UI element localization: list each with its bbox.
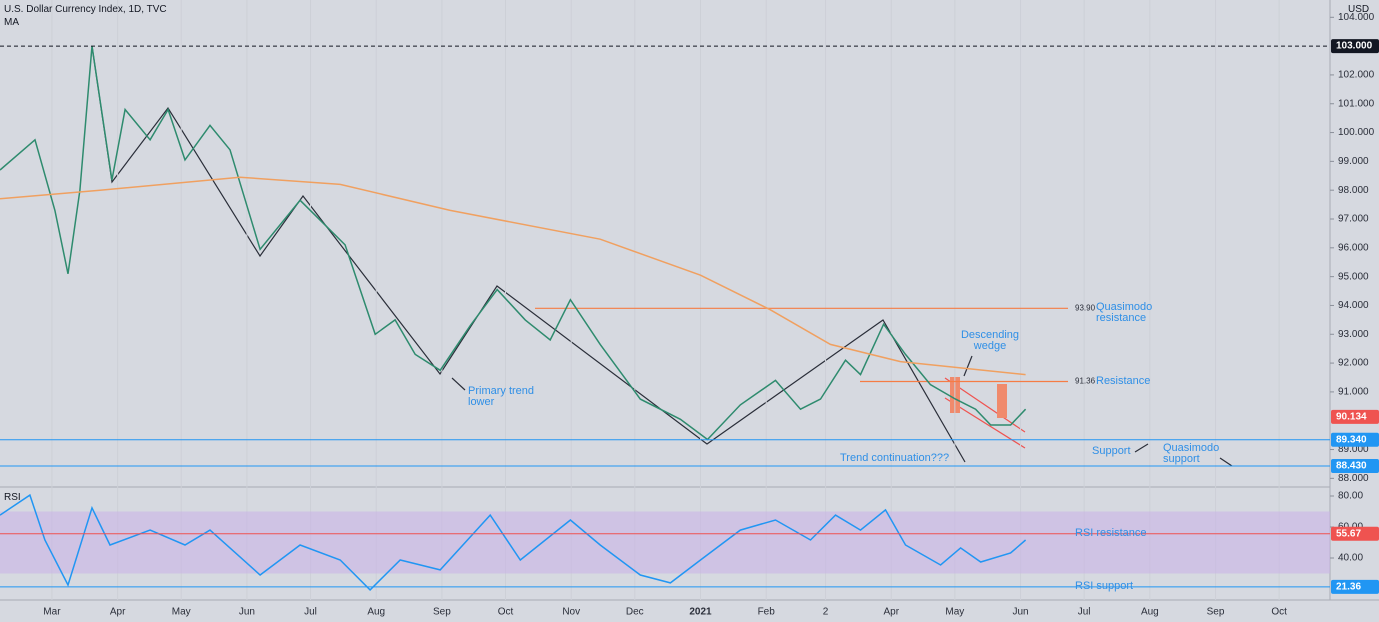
level-note: Resistance [1096, 374, 1151, 387]
x-tick-label: Mar [43, 607, 61, 618]
arrow [963, 355, 973, 377]
price-badge [1331, 526, 1379, 541]
price-badge-label: 89.340 [1336, 434, 1367, 445]
y-tick-label: 94.000 [1338, 300, 1369, 311]
price-badge-label: 103.000 [1336, 41, 1373, 52]
x-tick-label: Apr [110, 607, 126, 618]
x-tick-label: May [172, 607, 191, 618]
x-tick-label: Dec [626, 607, 644, 618]
series-line [0, 493, 1027, 591]
annotation: Descending wedge [960, 329, 1020, 352]
zone-label: 93.90 [1075, 303, 1096, 312]
level-note: RSI support [1075, 579, 1134, 592]
x-tick-label: Aug [367, 607, 385, 618]
y-tick-label: 91.000 [1338, 387, 1369, 398]
y-tick-label: 98.000 [1338, 185, 1369, 196]
x-tick-label: Oct [1271, 607, 1287, 618]
x-tick-label: Jul [304, 607, 317, 618]
x-tick-label: Aug [1141, 607, 1159, 618]
level-note: Quasimodo resistance [1096, 301, 1153, 325]
y-tick-label: 92.000 [1338, 358, 1369, 369]
x-tick-label: Jul [1078, 607, 1091, 618]
y-tick-label: 40.00 [1338, 553, 1363, 564]
arrow [1134, 443, 1149, 453]
y-tick-label: 95.000 [1338, 271, 1369, 282]
wedge-box [997, 384, 1007, 418]
annotation: Trend continuation??? [840, 452, 950, 464]
x-tick-label: May [945, 607, 964, 618]
drawings [91, 45, 1233, 467]
x-tick-label: Nov [562, 607, 580, 618]
price-badge [1331, 409, 1379, 424]
price-badge [1331, 579, 1379, 594]
y-tick-label: 104.000 [1338, 12, 1375, 23]
arrow [1219, 457, 1233, 467]
price-badge-label: 55.67 [1336, 528, 1361, 539]
x-tick-label: Oct [498, 607, 514, 618]
y-tick-label: 93.000 [1338, 329, 1369, 340]
chart-title: U.S. Dollar Currency Index, 1D, TVC [4, 4, 167, 15]
level-note: RSI resistance [1075, 526, 1147, 539]
annotation: Quasimodo support [1163, 442, 1220, 465]
zigzag [91, 45, 966, 463]
y-tick-label: 102.000 [1338, 70, 1375, 81]
series-line [0, 45, 1027, 441]
y-tick-label: 88.000 [1338, 473, 1369, 484]
y-tick-label: 100.000 [1338, 127, 1375, 138]
series-line [0, 176, 1026, 376]
price-badge-label: 21.36 [1336, 582, 1361, 593]
x-tick-label: Jun [239, 607, 255, 618]
currency: USD [1348, 4, 1370, 15]
arrow [451, 377, 466, 391]
y-tick-label: 80.00 [1338, 491, 1363, 502]
price-badge [1331, 432, 1379, 447]
price-badge [1331, 39, 1379, 54]
annotation: Support [1092, 445, 1131, 457]
x-tick-label: Apr [883, 607, 899, 618]
y-tick-label: 96.000 [1338, 242, 1369, 253]
y-tick-label: 89.000 [1338, 444, 1369, 455]
x-tick-label: Feb [758, 607, 776, 618]
indicator-label: MA [4, 17, 19, 28]
x-tick-label: Sep [433, 607, 451, 618]
price-badge [1331, 458, 1379, 473]
rsi-title: RSI [4, 492, 21, 503]
y-tick-label: 99.000 [1338, 156, 1369, 167]
price-badge-label: 88.430 [1336, 461, 1367, 472]
x-tick-label: Sep [1207, 607, 1225, 618]
zone-label: 91.36 [1075, 377, 1096, 386]
x-tick-label: 2 [823, 607, 829, 618]
y-tick-label: 101.000 [1338, 98, 1375, 109]
x-tick-label: 2021 [689, 607, 712, 618]
x-tick-label: Jun [1012, 607, 1028, 618]
y-tick-label: 97.000 [1338, 214, 1369, 225]
rsi-band [0, 511, 1330, 574]
price-badge-label: 90.134 [1336, 412, 1367, 423]
annotation: Primary trend lower [468, 385, 535, 408]
